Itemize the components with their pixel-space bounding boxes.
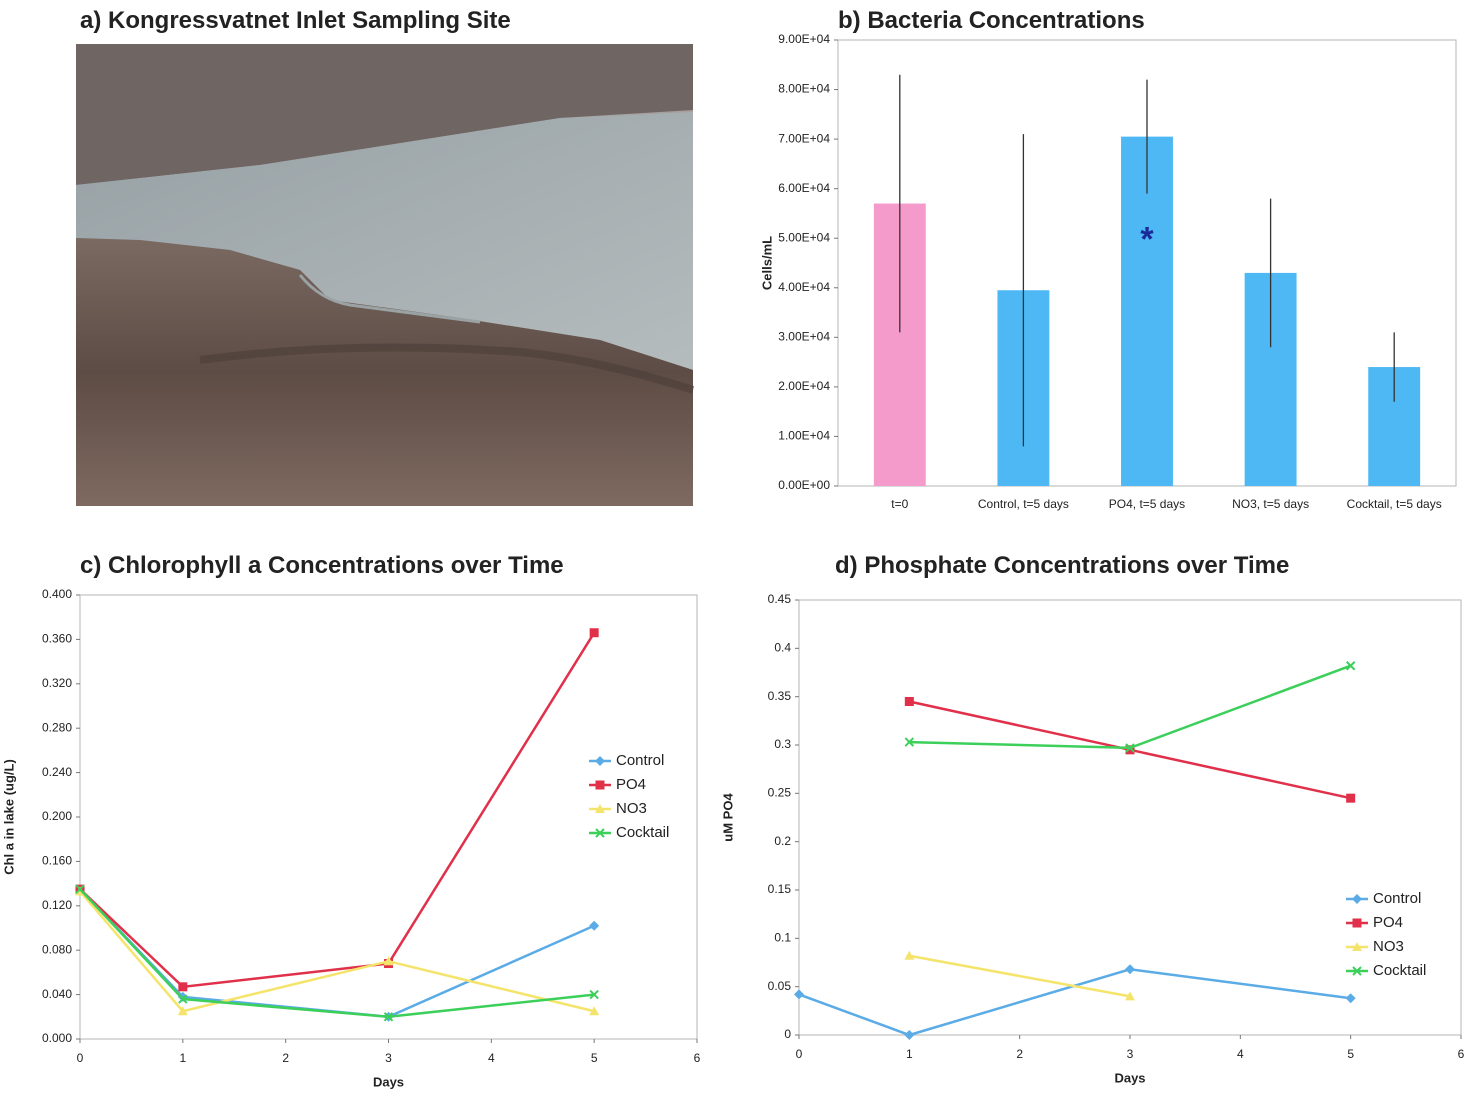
chart-title: c) Chlorophyll a Concentrations over Tim… — [80, 552, 564, 579]
x-tick-label-box: Cocktail, t=5 days — [1332, 496, 1456, 536]
y-tick-label: 0.320 — [42, 676, 72, 690]
marker — [590, 628, 599, 637]
marker — [1346, 794, 1355, 803]
y-tick-label: 0.360 — [42, 632, 72, 646]
y-tick-label: 0.200 — [42, 809, 72, 823]
x-tick-label: 6 — [1458, 1047, 1465, 1061]
x-tick-label: 3 — [385, 1051, 392, 1065]
y-tick-label: 0.3 — [774, 737, 791, 751]
y-tick-label: 0.15 — [768, 882, 792, 896]
x-tick-label: 0 — [77, 1051, 84, 1065]
photo — [76, 44, 693, 506]
marker — [589, 921, 599, 931]
legend-label: PO4 — [616, 776, 646, 793]
series-line — [80, 891, 594, 1011]
y-tick-label: 0.00E+00 — [778, 478, 830, 492]
x-tick-label: 5 — [591, 1051, 598, 1065]
y-tick-label: 5.00E+04 — [778, 230, 830, 244]
x-tick-label: t=0 — [838, 496, 962, 512]
x-tick-label-box: PO4, t=5 days — [1085, 496, 1209, 536]
y-tick-label: 0.400 — [42, 587, 72, 601]
y-tick-label: 8.00E+04 — [778, 82, 830, 96]
marker — [905, 697, 914, 706]
x-tick-label: Control, t=5 days — [962, 496, 1086, 512]
y-tick-label: 0.040 — [42, 987, 72, 1001]
x-tick-label: 3 — [1127, 1047, 1134, 1061]
legend-label: NO3 — [616, 800, 647, 817]
marker — [1125, 964, 1135, 974]
y-tick-label: 3.00E+04 — [778, 330, 830, 344]
y-tick-label: 0.000 — [42, 1031, 72, 1045]
legend-label: Control — [1373, 890, 1421, 907]
marker — [178, 982, 187, 991]
x-tick-label: 2 — [282, 1051, 289, 1065]
y-tick-label: 0.35 — [768, 689, 792, 703]
y-tick-label: 2.00E+04 — [778, 379, 830, 393]
x-tick-label: 2 — [1016, 1047, 1023, 1061]
series-line — [909, 666, 1350, 748]
figure: a) Kongressvatnet Inlet Sampling Site b)… — [0, 0, 1478, 1099]
plot-frame — [80, 595, 697, 1039]
x-tick-label: 6 — [694, 1051, 701, 1065]
x-tick-label-box: t=0 — [838, 496, 962, 536]
legend-marker — [1353, 919, 1362, 928]
chart-title: b) Bacteria Concentrations — [838, 7, 1145, 34]
y-tick-label: 0 — [784, 1027, 791, 1041]
marker — [904, 1030, 914, 1040]
x-tick-label: 0 — [796, 1047, 803, 1061]
x-tick-label: 1 — [906, 1047, 913, 1061]
legend-marker — [1352, 894, 1362, 904]
marker — [1346, 993, 1356, 1003]
y-tick-label: 0.280 — [42, 720, 72, 734]
y-tick-label: 0.05 — [768, 979, 792, 993]
x-tick-label: Cocktail, t=5 days — [1332, 496, 1456, 512]
y-tick-label: 6.00E+04 — [778, 181, 830, 195]
legend-label: PO4 — [1373, 914, 1403, 931]
y-tick-label: 4.00E+04 — [778, 280, 830, 294]
y-tick-label: 0.160 — [42, 854, 72, 868]
legend-label: Control — [616, 752, 664, 769]
x-tick-label: 4 — [1237, 1047, 1244, 1061]
y-tick-label: 0.2 — [774, 834, 791, 848]
annotation: * — [1140, 220, 1154, 258]
x-tick-label: NO3, t=5 days — [1209, 496, 1333, 512]
y-tick-label: 0.120 — [42, 898, 72, 912]
y-tick-label: 1.00E+04 — [778, 429, 830, 443]
legend-marker — [595, 756, 605, 766]
chart-title: d) Phosphate Concentrations over Time — [835, 552, 1289, 579]
legend-marker — [596, 781, 605, 790]
legend-label: Cocktail — [616, 824, 669, 841]
y-tick-label: 0.4 — [774, 641, 791, 655]
marker — [794, 989, 804, 999]
series-line — [80, 889, 594, 1017]
x-tick-label-box: Control, t=5 days — [962, 496, 1086, 536]
y-tick-label: 7.00E+04 — [778, 131, 830, 145]
photo-title: a) Kongressvatnet Inlet Sampling Site — [80, 7, 511, 34]
x-axis-label: Days — [373, 1074, 404, 1089]
x-axis-label: Days — [1114, 1070, 1145, 1085]
series-line — [799, 969, 1351, 1035]
y-tick-label: 0.45 — [768, 592, 792, 606]
y-tick-label: 9.00E+04 — [778, 32, 830, 46]
y-tick-label: 0.240 — [42, 765, 72, 779]
x-tick-label: 4 — [488, 1051, 495, 1065]
series-line — [80, 633, 594, 987]
y-tick-label: 0.1 — [774, 931, 791, 945]
y-tick-label: 0.080 — [42, 942, 72, 956]
x-tick-label: 5 — [1347, 1047, 1354, 1061]
x-tick-label: 1 — [179, 1051, 186, 1065]
legend-label: NO3 — [1373, 938, 1404, 955]
y-axis-label: Cells/mL — [759, 236, 774, 290]
series-line — [80, 889, 594, 1017]
y-tick-label: 0.25 — [768, 786, 792, 800]
legend-label: Cocktail — [1373, 962, 1426, 979]
y-axis-label: uM PO4 — [720, 793, 735, 842]
y-axis-label: Chl a in lake (ug/L) — [1, 759, 16, 875]
x-tick-label: PO4, t=5 days — [1085, 496, 1209, 512]
x-tick-label-box: NO3, t=5 days — [1209, 496, 1333, 536]
series-line — [909, 956, 1130, 997]
